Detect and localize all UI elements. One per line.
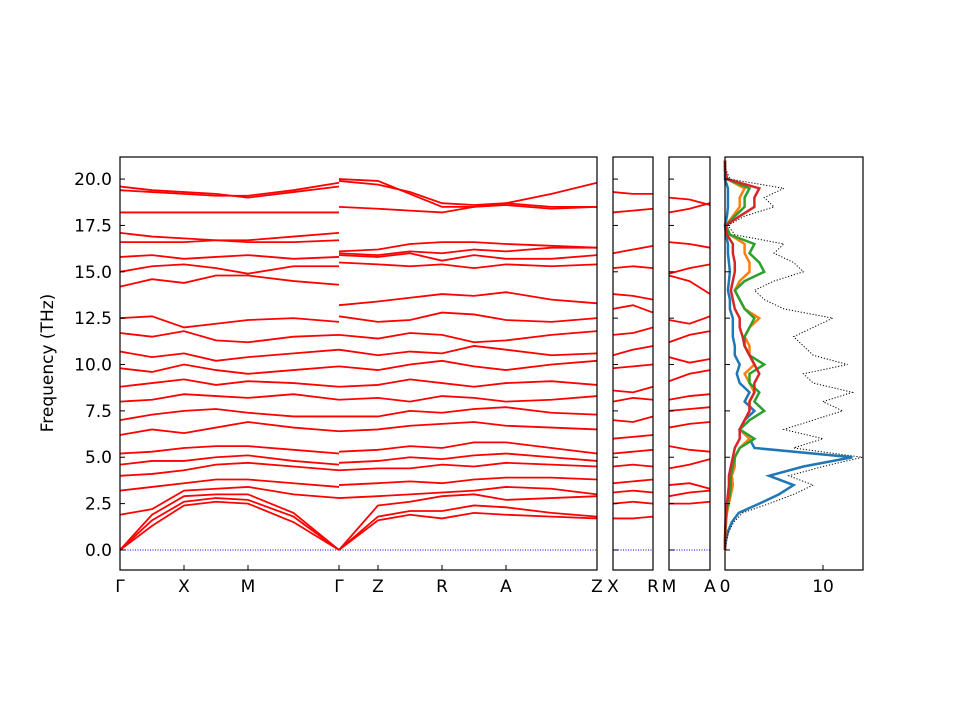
band-line — [668, 356, 711, 364]
band-line — [612, 434, 654, 440]
band-line — [612, 463, 654, 468]
band-line — [668, 263, 711, 275]
x-tick-label: A — [704, 577, 716, 597]
plot-frame — [119, 156, 598, 571]
y-tick-label: 20.0 — [74, 170, 112, 190]
band-line — [612, 489, 654, 494]
band-line — [119, 246, 597, 260]
band-line — [119, 461, 598, 477]
band-line — [612, 326, 654, 336]
x-tick-label: X — [178, 577, 190, 597]
band-line — [119, 393, 598, 403]
band-line — [612, 448, 654, 455]
band-line — [119, 421, 598, 436]
band-line — [612, 191, 653, 195]
band-line — [119, 500, 598, 551]
plot-frame — [668, 156, 711, 571]
band-line — [669, 500, 711, 505]
band-line — [119, 476, 598, 492]
band-line — [119, 261, 598, 275]
band-line — [120, 202, 597, 214]
band-line — [668, 406, 711, 412]
x-tick-label: Z — [372, 577, 384, 597]
band-line — [612, 244, 654, 255]
band-line — [612, 207, 654, 214]
total-dos-line — [724, 160, 863, 551]
x-tick-label: A — [500, 577, 512, 597]
band-line — [119, 274, 598, 307]
band-line — [668, 445, 711, 453]
band-line — [668, 202, 711, 214]
band-line — [668, 196, 711, 206]
band-line — [612, 500, 654, 505]
band-line — [119, 452, 598, 466]
band-line — [119, 180, 598, 206]
band-line — [119, 345, 598, 362]
band-line — [119, 406, 598, 422]
x-tick-label: M — [241, 577, 256, 597]
band-line — [119, 330, 598, 344]
y-tick-label: 5.0 — [85, 448, 112, 468]
band-line — [612, 478, 654, 485]
band-line — [119, 231, 598, 262]
x-tick-label: 10 — [812, 577, 834, 597]
band-line — [119, 359, 598, 375]
band-line — [612, 345, 654, 357]
band-line — [613, 515, 654, 520]
band-line — [668, 482, 711, 490]
band-line — [119, 497, 598, 551]
band-line — [612, 293, 654, 301]
y-tick-label: 0.0 — [85, 541, 112, 561]
y-tick-label: 12.5 — [74, 309, 112, 329]
y-tick-label: 2.5 — [85, 495, 112, 515]
band-line — [119, 441, 598, 455]
band-line — [668, 489, 711, 498]
band-line — [668, 241, 711, 249]
band-line — [612, 385, 654, 394]
band-line — [668, 330, 711, 344]
x-tick-label: Z — [591, 577, 603, 597]
x-tick-label: Γ — [115, 577, 125, 597]
x-tick-label: R — [436, 577, 448, 597]
band-line — [668, 274, 711, 295]
x-tick-label: Γ — [334, 577, 344, 597]
partial-dos-line — [723, 160, 853, 551]
x-tick-label: M — [662, 577, 677, 597]
band-line — [612, 265, 654, 269]
partial-dos-line — [723, 160, 767, 550]
y-axis-label: Frequency (THz) — [38, 294, 58, 433]
band-line — [612, 304, 654, 314]
y-tick-label: 17.5 — [74, 216, 112, 236]
x-tick-label: X — [607, 577, 619, 597]
band-line — [668, 315, 711, 325]
band-line — [119, 178, 598, 210]
y-tick-label: 7.5 — [85, 402, 112, 422]
band-line — [612, 363, 654, 370]
band-line — [668, 369, 711, 383]
band-line — [668, 458, 711, 470]
y-tick-label: 10.0 — [74, 356, 112, 376]
band-line — [119, 311, 598, 329]
x-tick-label: R — [647, 577, 659, 597]
plot-frame — [612, 156, 654, 571]
band-line — [119, 378, 598, 388]
band-line — [612, 396, 654, 403]
band-line — [119, 486, 598, 516]
band-line — [668, 421, 711, 429]
band-line — [668, 393, 711, 401]
band-line — [612, 415, 654, 423]
plot-frame — [724, 156, 864, 571]
band-line — [119, 493, 598, 551]
x-tick-label: 0 — [720, 577, 731, 597]
y-tick-label: 15.0 — [74, 263, 112, 283]
